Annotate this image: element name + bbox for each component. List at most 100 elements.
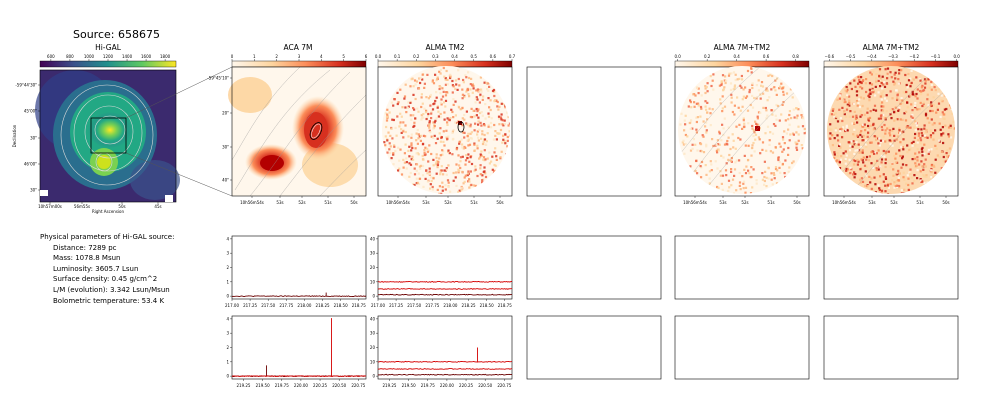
x-tick-label: 217.25 (243, 303, 257, 308)
param-luminosity: Luminosity: 3605.7 Lsun (53, 264, 139, 273)
colorbar-tick-label: 2 (275, 54, 278, 59)
x-tick-label: 218.75 (498, 303, 512, 308)
x-tick-label: 218.50 (480, 303, 494, 308)
figure-title: Source: 658675 (73, 28, 160, 41)
x-tick-label: 217.25 (389, 303, 403, 308)
spectrum-tm2-spw2: 0 10 20 30 40 219.25 219.50 219.75 220.00 220.25 2… (370, 315, 513, 388)
y-tick-label: 20 (370, 345, 376, 350)
y-tick-label: 2 (226, 265, 229, 270)
empty-spec-r2c5 (823, 315, 959, 380)
x-tick-label: 10h56m54s (386, 200, 410, 205)
y-tick-label: 40" (222, 178, 229, 183)
y-tick-label: 0 (372, 294, 375, 299)
x-tick-label: 217.75 (425, 303, 439, 308)
y-tick-label: 2 (226, 345, 229, 350)
x-tick-label: 10h57m00s (38, 204, 62, 209)
x-tick-label: 220.50 (332, 383, 346, 388)
params-heading: Physical parameters of Hi-GAL source: (40, 233, 175, 241)
x-tick-label: 52s (741, 200, 748, 205)
panel-aca: ACA 7M 0 1 2 3 4 5 6 10h56m54s 53s 52s 51s 50s -59°… (207, 43, 367, 205)
x-tick-label: 218.00 (297, 303, 311, 308)
colorbar-tick-label: 0.3 (432, 54, 439, 59)
colorbar-aca (231, 60, 367, 68)
y-tick-label: 45'00" (24, 109, 37, 114)
colorbar-tick-label: 5 (342, 54, 345, 59)
panel-empty-top (526, 66, 662, 197)
colorbar-tick-label: 0.2 (704, 54, 711, 59)
panel-title-higal: Hi-GAL (95, 43, 122, 52)
x-tick-label: 45s (154, 204, 161, 209)
y-tick-label: 20 (370, 265, 376, 270)
colorbar-tick-label: −0.2 (909, 54, 919, 59)
x-tick-label: 217.50 (407, 303, 421, 308)
x-tick-label: 52s (890, 200, 897, 205)
x-tick-label: 218.25 (462, 303, 476, 308)
colorbar-ticks-comb2: −0.6 −0.5 −0.4 −0.3 −0.2 −0.1 0.0 (825, 54, 960, 61)
colorbar-tick-label: 0.2 (413, 54, 420, 59)
x-tick-label: 219.50 (256, 383, 270, 388)
spectrum-frame (231, 315, 367, 380)
x-tick-label: 220.00 (440, 383, 454, 388)
param-distance: Distance: 7289 pc (53, 243, 117, 252)
x-tick-label: 51s (470, 200, 477, 205)
panel-higal: Hi-GAL 600 800 1000 1200 1400 1600 1800 -59°44… (12, 43, 180, 214)
x-tick-label: 219.75 (421, 383, 435, 388)
spectrum-series-line (377, 293, 512, 296)
axes-aca: 10h56m54s 53s 52s 51s 50s -59°45'10" 20" 30" 40" (207, 76, 357, 206)
panel-title-aca: ACA 7M (284, 43, 313, 52)
colorbar-tick-label: 1400 (122, 54, 133, 59)
x-tick-label: 50s (793, 200, 800, 205)
colorbar-tick-label: 0.5 (471, 54, 478, 59)
x-tick-label: 51s (767, 200, 774, 205)
colorbar-tick-label: 1 (253, 54, 256, 59)
y-tick-label: 0 (226, 294, 229, 299)
spectrum-aca-spw2: 0 1 2 3 4 219.25 219.50 219.75 220.00 220.25 220.5… (226, 315, 367, 388)
spectrum-series-line (378, 280, 512, 283)
y-tick-label: 1 (226, 359, 229, 364)
panel-title-tm2: ALMA TM2 (425, 43, 464, 52)
colorbar-ticks-comb1: 0.0 0.2 0.4 0.6 0.8 (674, 54, 799, 61)
spectrum-series-line (377, 368, 513, 370)
y-tick-label: 30" (30, 188, 37, 193)
x-tick-label: 218.25 (316, 303, 330, 308)
x-axis-label: Right Ascension (92, 209, 124, 214)
colorbar-tick-label: 1200 (103, 54, 114, 59)
source-parameters: Physical parameters of Hi-GAL source: Di… (40, 232, 174, 306)
colorbar-tick-label: 4 (320, 54, 323, 59)
x-tick-label: 220.25 (313, 383, 327, 388)
colorbar-tick-label: 0.1 (394, 54, 401, 59)
x-tick-label: 53s (422, 200, 429, 205)
colorbar-ticks-tm2: 0.0 0.1 0.2 0.3 0.4 0.5 0.6 0.7 (375, 54, 516, 61)
axes-tm2: 10h56m54s 53s 52s 51s 50s (386, 196, 504, 205)
y-tick-label: 4 (226, 316, 229, 321)
empty-spec-r2c3 (526, 315, 662, 380)
x-tick-label: 218.75 (352, 303, 366, 308)
y-axis-label: Declination (12, 124, 17, 147)
spectrum-series-line (377, 288, 512, 290)
colorbar-tick-label: 1000 (84, 54, 95, 59)
colorbar-tick-label: −0.1 (931, 54, 941, 59)
x-tick-label: 56m55s (74, 204, 90, 209)
axes-comb1: 10h56m54s 53s 52s 51s 50s (683, 196, 801, 205)
colorbar-tick-label: −0.4 (867, 54, 877, 59)
spectrum-frame (377, 235, 513, 300)
y-tick-label: 40 (370, 236, 376, 241)
spectrum-series-line (231, 375, 366, 378)
colorbar-tick-label: −0.3 (888, 54, 898, 59)
x-tick-label: 50s (942, 200, 949, 205)
axes-higal: -59°44'30" 45'00" 30" 46'00" 30" 10h57m00s 56m… (12, 83, 162, 215)
y-tick-label: 30 (370, 251, 376, 256)
y-tick-label: 30" (222, 145, 229, 150)
x-tick-label: 219.25 (382, 383, 396, 388)
colorbar-tick-label: 6 (365, 54, 368, 59)
colorbar-tick-label: −0.5 (846, 54, 856, 59)
x-tick-label: 52s (298, 200, 305, 205)
x-tick-label: 10h56m54s (240, 200, 264, 205)
axes-comb2: 10h56m54s 53s 52s 51s 50s (832, 196, 950, 205)
x-tick-label: 217.00 (371, 303, 385, 308)
param-surface-density: Surface density: 0.45 g/cm^2 (53, 275, 158, 284)
x-tick-label: 219.25 (236, 383, 250, 388)
y-tick-label: 3 (226, 331, 229, 336)
spectrum-aca-spw1: 0 1 2 3 4 217.00 217.25 217.50 217.75 218.00 218.2… (225, 235, 367, 308)
